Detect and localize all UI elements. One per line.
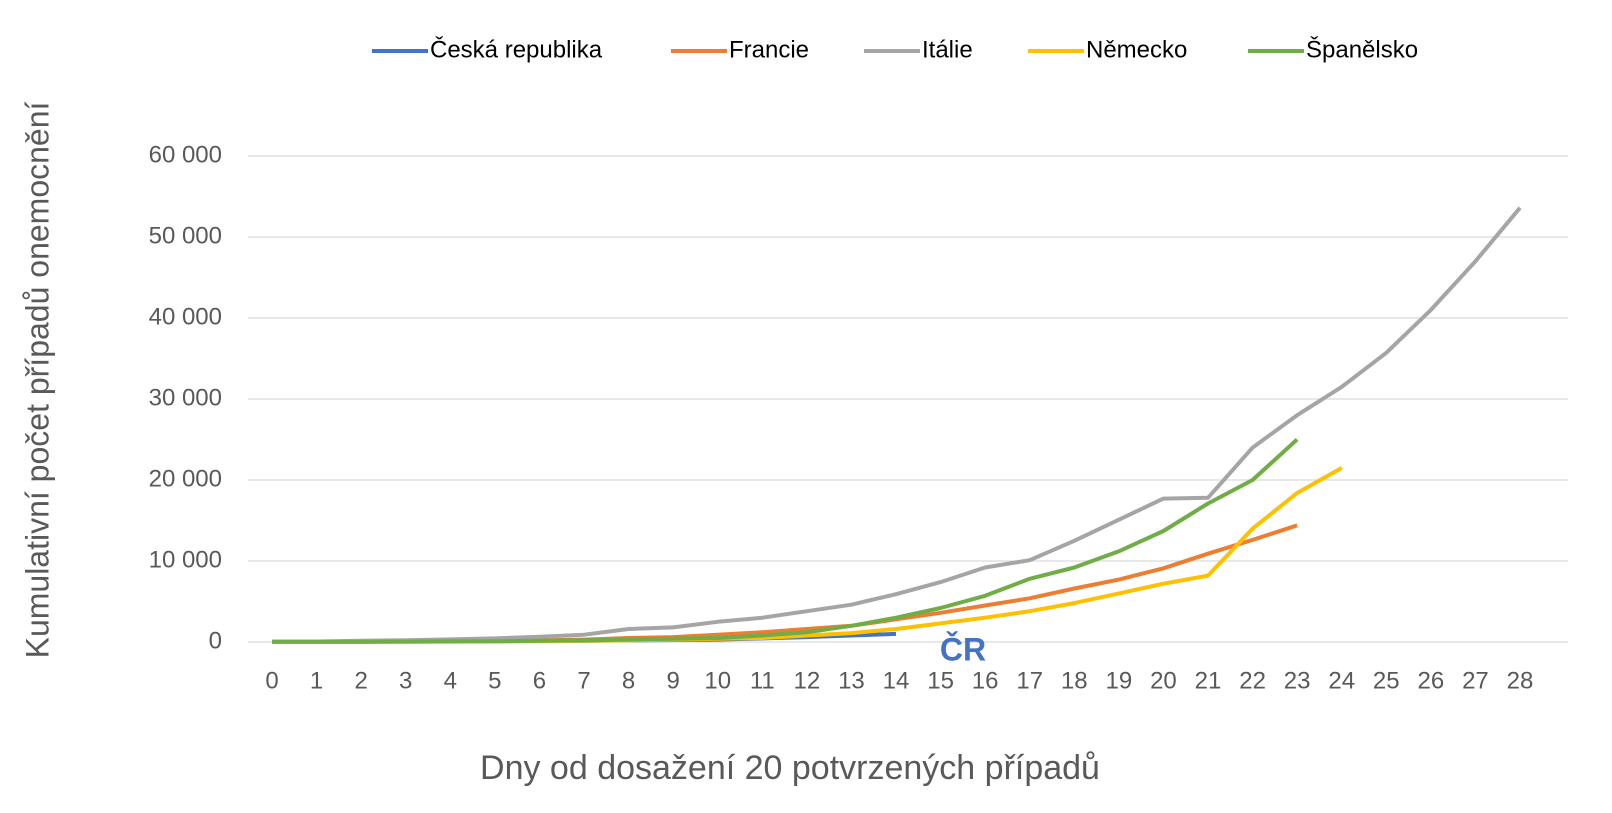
series-line xyxy=(272,523,1298,644)
legend-label: Španělsko xyxy=(1306,35,1418,63)
x-tick-label: 5 xyxy=(488,667,501,694)
y-tick-label: 10 000 xyxy=(149,546,222,573)
legend-label: Německo xyxy=(1086,36,1187,63)
x-tick-label: 10 xyxy=(704,667,731,694)
x-tick-label: 28 xyxy=(1507,667,1534,694)
y-axis-title: Kumulativní počet případů onemocnění xyxy=(19,101,55,658)
legend-label: Česká republika xyxy=(430,35,603,63)
legend-label: Itálie xyxy=(922,36,973,63)
x-tick-label: 17 xyxy=(1016,667,1043,694)
x-tick-label: 11 xyxy=(750,667,775,694)
x-tick-label: 1 xyxy=(310,667,323,694)
x-tick-label: 19 xyxy=(1106,667,1133,694)
x-tick-label: 15 xyxy=(927,667,954,694)
x-tick-label: 16 xyxy=(972,667,999,694)
x-tick-label: 18 xyxy=(1061,667,1088,694)
x-axis-title: Dny od dosažení 20 potvrzených případů xyxy=(480,749,1100,787)
x-tick-label: 26 xyxy=(1418,667,1445,694)
x-tick-label: 8 xyxy=(622,667,635,694)
x-tick-label: 3 xyxy=(399,667,412,694)
series-line xyxy=(272,466,1343,644)
x-tick-label: 22 xyxy=(1239,667,1266,694)
series-line xyxy=(271,206,1522,644)
y-tick-label: 0 xyxy=(209,627,222,654)
x-tick-label: 0 xyxy=(265,667,278,694)
x-tick-label: 21 xyxy=(1195,667,1222,694)
x-tick-label: 6 xyxy=(533,667,546,694)
y-tick-label: 40 000 xyxy=(149,303,222,330)
x-tick-label: 4 xyxy=(444,667,457,694)
x-tick-label: 24 xyxy=(1328,667,1355,694)
x-tick-label: 12 xyxy=(794,667,821,694)
y-tick-label: 60 000 xyxy=(149,141,222,168)
x-tick-label: 2 xyxy=(354,667,367,694)
x-tick-label: 23 xyxy=(1284,667,1311,694)
x-tick-label: 14 xyxy=(883,667,910,694)
y-tick-label: 50 000 xyxy=(149,222,222,249)
y-tick-label: 30 000 xyxy=(149,384,222,411)
legend-label: Francie xyxy=(729,36,809,63)
x-tick-label: 9 xyxy=(666,667,679,694)
annotation: ČR xyxy=(940,631,986,667)
x-tick-label: 13 xyxy=(838,667,865,694)
y-tick-label: 20 000 xyxy=(149,465,222,492)
series-line xyxy=(272,438,1299,644)
x-tick-label: 20 xyxy=(1150,667,1177,694)
x-tick-label: 25 xyxy=(1373,667,1400,694)
x-tick-label: 7 xyxy=(577,667,590,694)
x-tick-label: 27 xyxy=(1462,667,1489,694)
